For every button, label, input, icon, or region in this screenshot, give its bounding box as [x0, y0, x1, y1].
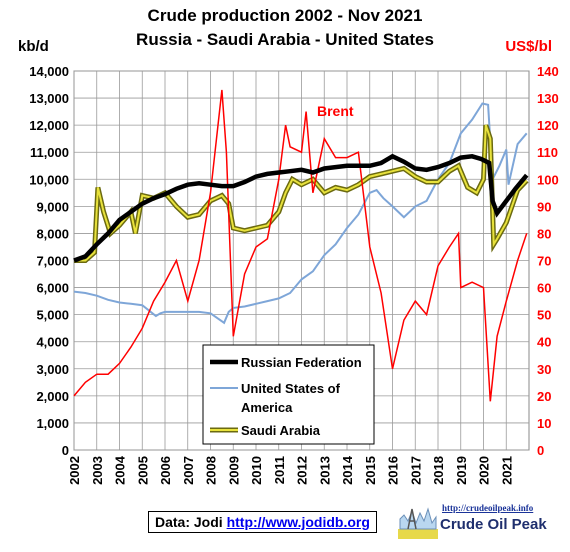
- right-tick-label: 50: [537, 308, 551, 323]
- x-tick-label: 2017: [408, 456, 423, 485]
- right-tick-label: 40: [537, 335, 551, 350]
- data-credit: Data: Jodi http://www.jodidb.org: [148, 511, 377, 533]
- x-tick-label: 2012: [295, 456, 310, 485]
- right-axis-unit: US$/bl: [505, 38, 552, 55]
- oil-rig-icon: [398, 507, 438, 539]
- x-tick-label: 2010: [249, 456, 264, 485]
- logo-url[interactable]: http://crudeoilpeak.info: [442, 503, 534, 513]
- legend-label-usa: United States of America: [241, 381, 341, 415]
- x-tick-label: 2014: [340, 455, 355, 485]
- x-tick-label: 2019: [454, 456, 469, 485]
- chart-title: Crude production 2002 - Nov 2021: [147, 6, 423, 25]
- x-tick-label: 2015: [363, 456, 378, 485]
- right-tick-label: 0: [537, 443, 544, 458]
- left-tick-label: 1,000: [36, 416, 69, 431]
- x-tick-label: 2005: [135, 456, 150, 485]
- left-tick-label: 11,000: [30, 145, 69, 160]
- x-tick-label: 2008: [204, 456, 219, 485]
- credit-prefix: Data: Jodi: [155, 514, 227, 530]
- left-tick-label: 13,000: [29, 91, 69, 106]
- series-line-brent: [73, 89, 528, 402]
- x-tick-label: 2016: [386, 456, 401, 485]
- x-tick-label: 2007: [181, 456, 196, 485]
- left-tick-label: 7,000: [36, 254, 69, 269]
- right-tick-label: 60: [537, 281, 551, 296]
- left-tick-label: 9,000: [36, 199, 69, 214]
- logo-name: Crude Oil Peak: [440, 516, 547, 533]
- series-line-usa: [73, 102, 528, 325]
- x-tick-label: 2003: [90, 456, 105, 485]
- x-tick-label: 2004: [113, 455, 128, 485]
- right-tick-label: 90: [537, 199, 551, 214]
- legend-label-saudi: Saudi Arabia: [241, 423, 321, 438]
- right-tick-label: 130: [537, 91, 559, 106]
- left-tick-label: 0: [62, 443, 69, 458]
- left-tick-label: 12,000: [29, 118, 69, 133]
- left-tick-label: 6,000: [36, 281, 69, 296]
- right-tick-label: 110: [537, 145, 558, 160]
- series-line-russia: [73, 153, 529, 263]
- series-line-saudi: [74, 124, 528, 262]
- chart-subtitle: Russia - Saudi Arabia - United States: [136, 30, 434, 49]
- x-tick-label: 2011: [272, 456, 287, 484]
- x-tick-label: 2021: [499, 456, 514, 485]
- left-tick-label: 2,000: [36, 389, 69, 404]
- right-tick-label: 140: [537, 64, 559, 79]
- right-tick-label: 70: [537, 254, 551, 269]
- left-tick-label: 5,000: [36, 308, 69, 323]
- right-tick-label: 20: [537, 389, 551, 404]
- x-tick-label: 2020: [477, 456, 492, 485]
- left-tick-label: 10,000: [29, 172, 69, 187]
- left-tick-label: 3,000: [36, 362, 69, 377]
- right-tick-label: 30: [537, 362, 551, 377]
- x-tick-label: 2006: [158, 456, 173, 485]
- x-tick-label: 2018: [431, 456, 446, 485]
- right-tick-label: 120: [537, 118, 559, 133]
- jodi-link[interactable]: http://www.jodidb.org: [226, 514, 370, 530]
- left-tick-label: 4,000: [36, 335, 69, 350]
- left-tick-label: 8,000: [36, 226, 69, 241]
- crude-oil-peak-logo[interactable]: http://crudeoilpeak.info Crude Oil Peak: [398, 503, 553, 539]
- left-axis-unit: kb/d: [18, 38, 49, 55]
- legend-label-russia: Russian Federation: [241, 355, 362, 370]
- brent-annotation: Brent: [317, 103, 354, 119]
- right-tick-label: 100: [537, 172, 559, 187]
- x-tick-label: 2013: [317, 456, 332, 485]
- x-tick-label: 2009: [226, 456, 241, 485]
- x-tick-label: 2002: [67, 456, 82, 485]
- left-tick-label: 14,000: [29, 64, 69, 79]
- right-tick-label: 10: [537, 416, 551, 431]
- right-tick-label: 80: [537, 226, 551, 241]
